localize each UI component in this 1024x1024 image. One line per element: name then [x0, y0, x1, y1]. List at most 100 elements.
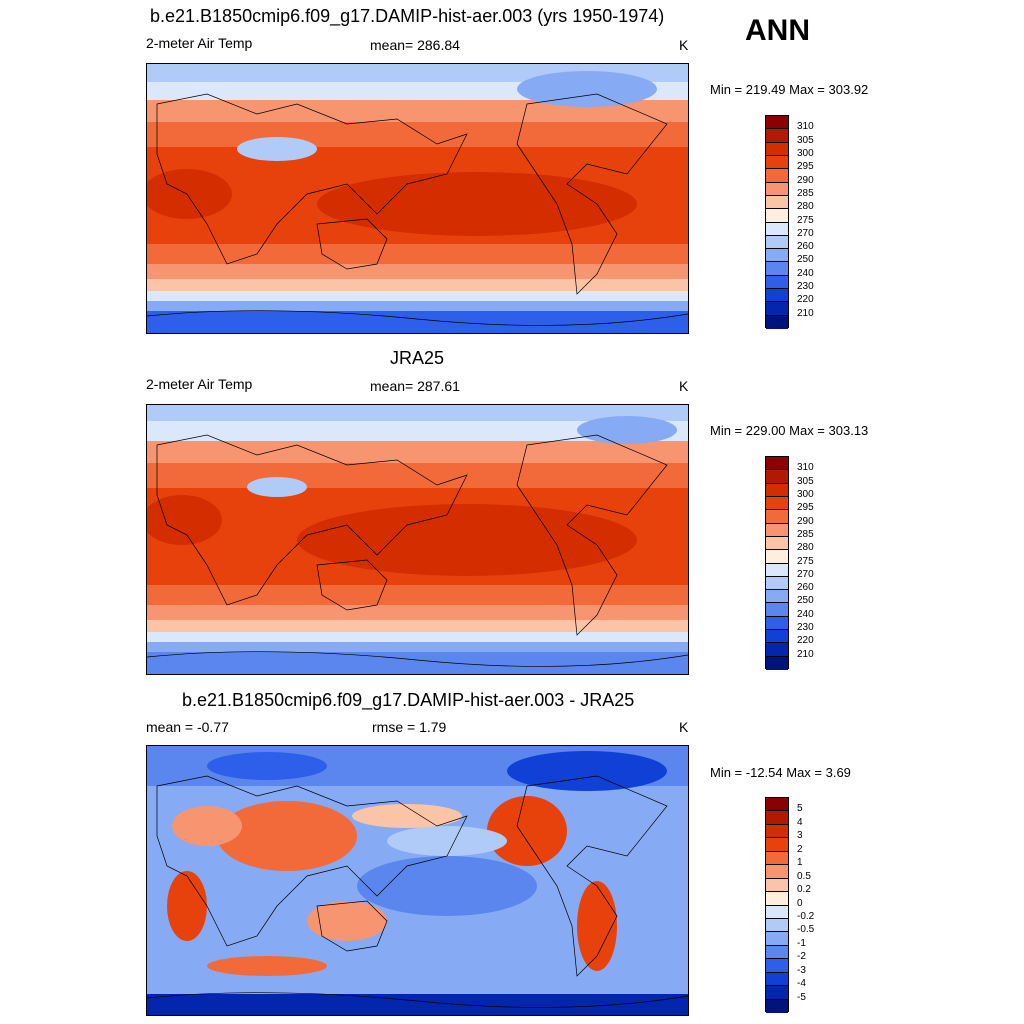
colorbar-tick-label: 305 — [797, 134, 814, 146]
colorbar-swatch — [766, 563, 788, 577]
colorbar-swatch — [766, 656, 788, 670]
colorbar-tick-label: 285 — [797, 528, 814, 540]
colorbar-swatch — [766, 918, 788, 933]
season-label: ANN — [745, 14, 810, 47]
colorbar-tick-label: 0 — [797, 897, 803, 909]
colorbar-swatch — [766, 945, 788, 960]
colorbar-swatch — [766, 932, 788, 946]
panel2-minmax: Min = 229.00 Max = 303.13 — [710, 423, 869, 438]
panel1-colorbar — [765, 115, 789, 329]
colorbar-tick-label: 250 — [797, 595, 814, 607]
colorbar-swatch — [766, 999, 788, 1013]
colorbar-tick-label: 240 — [797, 267, 814, 279]
panel2-mean-label: mean= 287.61 — [370, 378, 460, 394]
colorbar-tick-label: 230 — [797, 622, 814, 634]
colorbar-swatch — [766, 865, 788, 879]
colorbar-swatch — [766, 195, 788, 210]
colorbar-tick-label: 240 — [797, 608, 814, 620]
panel3-map — [146, 745, 689, 1016]
colorbar-swatch — [766, 824, 788, 839]
colorbar-tick-label: -1 — [797, 937, 806, 949]
panel3-rmse-label: rmse = 1.79 — [372, 719, 447, 735]
colorbar-swatch — [766, 249, 788, 263]
colorbar-tick-label: 310 — [797, 121, 814, 133]
colorbar-tick-label: 300 — [797, 488, 814, 500]
colorbar-swatch — [766, 576, 788, 591]
colorbar-tick-label: 1 — [797, 857, 803, 869]
panel3-units: K — [679, 719, 689, 735]
colorbar-tick-label: 280 — [797, 201, 814, 213]
colorbar-swatch — [766, 116, 788, 130]
colorbar-swatch — [766, 811, 788, 825]
colorbar-tick-label: 260 — [797, 241, 814, 253]
colorbar-tick-label: -0.2 — [797, 910, 815, 922]
colorbar-swatch — [766, 905, 788, 919]
colorbar-swatch — [766, 616, 788, 631]
colorbar-tick-label: 220 — [797, 294, 814, 306]
colorbar-tick-label: 250 — [797, 254, 814, 266]
colorbar-swatch — [766, 457, 788, 471]
colorbar-tick-label: 230 — [797, 281, 814, 293]
colorbar-tick-label: -4 — [797, 978, 806, 990]
colorbar-swatch — [766, 643, 788, 657]
colorbar-swatch — [766, 289, 788, 303]
colorbar-swatch — [766, 536, 788, 551]
colorbar-tick-label: -0.5 — [797, 924, 815, 936]
panel2-title: JRA25 — [390, 348, 445, 368]
panel3-colorbar — [765, 797, 789, 1013]
plot-main-title: b.e21.B1850cmip6.f09_g17.DAMIP-hist-aer.… — [150, 6, 665, 26]
colorbar-swatch — [766, 630, 788, 644]
colorbar-swatch — [766, 182, 788, 196]
panel1-variable-label: 2-meter Air Temp — [146, 35, 253, 51]
colorbar-swatch — [766, 838, 788, 852]
colorbar-tick-label: 0.5 — [797, 870, 811, 882]
colorbar-tick-label: 210 — [797, 307, 814, 319]
panel2-variable-label: 2-meter Air Temp — [146, 376, 253, 392]
colorbar-tick-label: 290 — [797, 515, 814, 527]
colorbar-tick-label: 2 — [797, 843, 803, 855]
colorbar-tick-label: 300 — [797, 147, 814, 159]
colorbar-swatch — [766, 798, 788, 812]
panel1-map — [146, 63, 689, 334]
colorbar-swatch — [766, 470, 788, 484]
colorbar-swatch — [766, 169, 788, 183]
colorbar-swatch — [766, 590, 788, 604]
colorbar-swatch — [766, 315, 788, 329]
colorbar-tick-label: -2 — [797, 951, 806, 963]
panel1-minmax: Min = 219.49 Max = 303.92 — [710, 82, 869, 97]
panel3-title: b.e21.B1850cmip6.f09_g17.DAMIP-hist-aer.… — [182, 690, 635, 710]
colorbar-swatch — [766, 142, 788, 156]
colorbar-tick-label: 260 — [797, 582, 814, 594]
colorbar-tick-label: 4 — [797, 816, 803, 828]
colorbar-tick-label: -5 — [797, 991, 806, 1003]
colorbar-tick-label: 5 — [797, 803, 803, 815]
colorbar-tick-label: 285 — [797, 187, 814, 199]
panel2-units: K — [679, 378, 689, 394]
colorbar-tick-label: -3 — [797, 964, 806, 976]
panel2-map — [146, 404, 689, 675]
colorbar-swatch — [766, 302, 788, 316]
colorbar-swatch — [766, 550, 788, 564]
colorbar-tick-label: 295 — [797, 161, 814, 173]
colorbar-swatch — [766, 986, 788, 1000]
colorbar-tick-label: 220 — [797, 635, 814, 647]
colorbar-swatch — [766, 972, 788, 987]
colorbar-tick-label: 305 — [797, 475, 814, 487]
panel3-minmax: Min = -12.54 Max = 3.69 — [710, 765, 851, 780]
colorbar-tick-label: 270 — [797, 227, 814, 239]
colorbar-swatch — [766, 262, 788, 276]
colorbar-swatch — [766, 275, 788, 290]
colorbar-swatch — [766, 129, 788, 143]
panel2-colorbar — [765, 456, 789, 670]
panel1-mean-label: mean= 286.84 — [370, 37, 460, 53]
colorbar-swatch — [766, 959, 788, 973]
colorbar-swatch — [766, 851, 788, 866]
colorbar-tick-label: 275 — [797, 555, 814, 567]
colorbar-tick-label: 0.2 — [797, 884, 811, 896]
colorbar-tick-label: 270 — [797, 568, 814, 580]
colorbar-swatch — [766, 483, 788, 497]
colorbar-tick-label: 290 — [797, 174, 814, 186]
colorbar-tick-label: 210 — [797, 648, 814, 660]
colorbar-swatch — [766, 155, 788, 170]
colorbar-tick-label: 275 — [797, 214, 814, 226]
